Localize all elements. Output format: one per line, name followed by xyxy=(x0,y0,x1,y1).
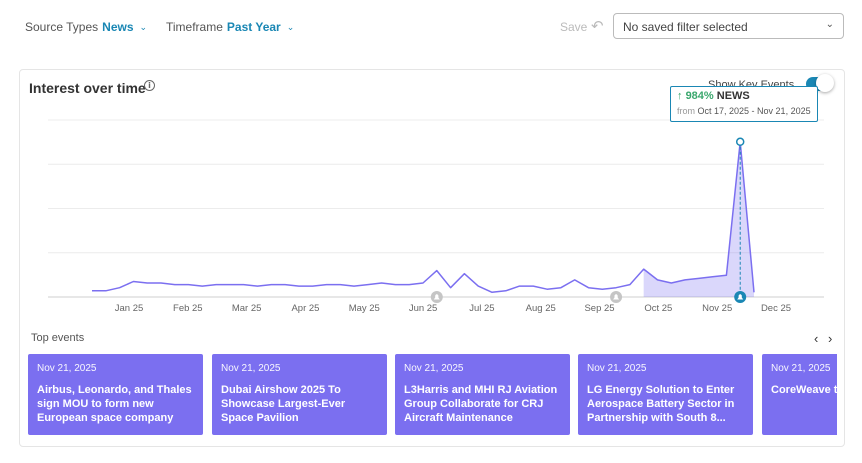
chart-x-ticks: Jan 25 Feb 25 Mar 25 Apr 25 May 25 Jun 25 Jul … xyxy=(115,303,791,314)
event-card[interactable]: Nov 21, 2025 Airbus, Leonardo, and Thale… xyxy=(28,354,203,435)
bell-icon xyxy=(613,294,620,300)
up-arrow-icon: ↑ xyxy=(677,90,683,102)
chevron-down-icon: ⌄ xyxy=(139,21,148,32)
event-title: Dubai Airshow 2025 To Showcase Largest-E… xyxy=(221,384,346,424)
x-tick-label: Dec 25 xyxy=(761,303,791,314)
event-title: CoreWeave to Federal Marke xyxy=(771,384,837,396)
event-title: Airbus, Leonardo, and Thales sign MOU to… xyxy=(37,384,192,424)
x-tick-label: Apr 25 xyxy=(291,303,319,314)
saved-filter-value: No saved filter selected xyxy=(623,20,748,34)
saved-filter-select[interactable]: No saved filter selected ⌄ xyxy=(613,13,844,39)
x-tick-label: Jan 25 xyxy=(115,303,144,314)
event-date: Nov 21, 2025 xyxy=(221,363,281,374)
x-tick-label: Mar 25 xyxy=(232,303,262,314)
chart-line-layer xyxy=(92,141,755,294)
chevron-down-icon: ⌄ xyxy=(825,19,834,30)
chart-markers xyxy=(430,137,747,303)
x-tick-label: Jun 25 xyxy=(409,303,438,314)
source-types-value: News xyxy=(102,20,134,34)
event-date: Nov 21, 2025 xyxy=(771,363,831,374)
timeframe-filter[interactable]: Timeframe Past Year ⌄ xyxy=(166,20,294,34)
tooltip-source: NEWS xyxy=(716,90,750,102)
toggle-knob xyxy=(816,74,834,92)
save-button[interactable]: Save xyxy=(560,20,588,34)
highlight-area xyxy=(643,141,754,297)
event-title: L3Harris and MHI RJ Aviation Group Colla… xyxy=(404,384,558,424)
card-title: Interest over time xyxy=(29,80,146,96)
interest-chart: Jan 25 Feb 25 Mar 25 Apr 25 May 25 Jun 25 Jul … xyxy=(48,119,824,314)
event-card[interactable]: Nov 21, 2025 Dubai Airshow 2025 To Showc… xyxy=(212,354,387,435)
peak-point xyxy=(735,137,745,147)
tooltip-range: Oct 17, 2025 - Nov 21, 2025 xyxy=(697,106,811,116)
top-events-label: Top events xyxy=(31,332,85,344)
event-card[interactable]: Nov 21, 2025 L3Harris and MHI RJ Aviatio… xyxy=(395,354,570,435)
series-line xyxy=(92,141,755,294)
info-icon[interactable]: i xyxy=(144,80,155,91)
interest-over-time-card: Interest over time i Show Key Events Jan… xyxy=(19,69,845,447)
timeframe-label: Timeframe xyxy=(166,20,223,34)
tooltip-percent: 984% xyxy=(685,90,714,102)
event-date: Nov 21, 2025 xyxy=(404,363,464,374)
event-title: LG Energy Solution to Enter Aerospace Ba… xyxy=(587,384,735,424)
chart-area-layer xyxy=(643,141,754,297)
tooltip-from-label: from xyxy=(677,106,695,116)
event-date: Nov 21, 2025 xyxy=(37,363,97,374)
chevron-down-icon: ⌄ xyxy=(286,21,295,32)
bell-icon xyxy=(433,294,440,300)
x-tick-label: May 25 xyxy=(349,303,380,314)
chart-tooltip: ↑ 984% NEWS from Oct 17, 2025 - Nov 21, … xyxy=(670,86,818,122)
x-tick-label: Oct 25 xyxy=(644,303,672,314)
bell-icon xyxy=(737,294,744,300)
x-tick-label: Nov 25 xyxy=(702,303,732,314)
event-date: Nov 21, 2025 xyxy=(587,363,647,374)
event-card[interactable]: Nov 21, 2025 LG Energy Solution to Enter… xyxy=(578,354,753,435)
undo-icon[interactable]: ↶ xyxy=(591,18,604,35)
top-events-carousel: Nov 21, 2025 Airbus, Leonardo, and Thale… xyxy=(28,354,837,436)
chevron-left-icon[interactable]: ‹ xyxy=(814,331,819,346)
source-types-label: Source Types xyxy=(25,20,99,34)
event-card[interactable]: Nov 21, 2025 CoreWeave to Federal Marke xyxy=(762,354,837,435)
source-types-filter[interactable]: Source Types News ⌄ xyxy=(25,20,147,34)
timeframe-value: Past Year xyxy=(226,20,281,34)
x-tick-label: Aug 25 xyxy=(526,303,556,314)
x-tick-label: Sep 25 xyxy=(584,303,614,314)
x-tick-label: Jul 25 xyxy=(469,303,494,314)
x-tick-label: Feb 25 xyxy=(173,303,203,314)
chevron-right-icon[interactable]: › xyxy=(828,331,833,346)
top-filter-bar: Source Types News ⌄ Timeframe Past Year … xyxy=(0,0,862,56)
